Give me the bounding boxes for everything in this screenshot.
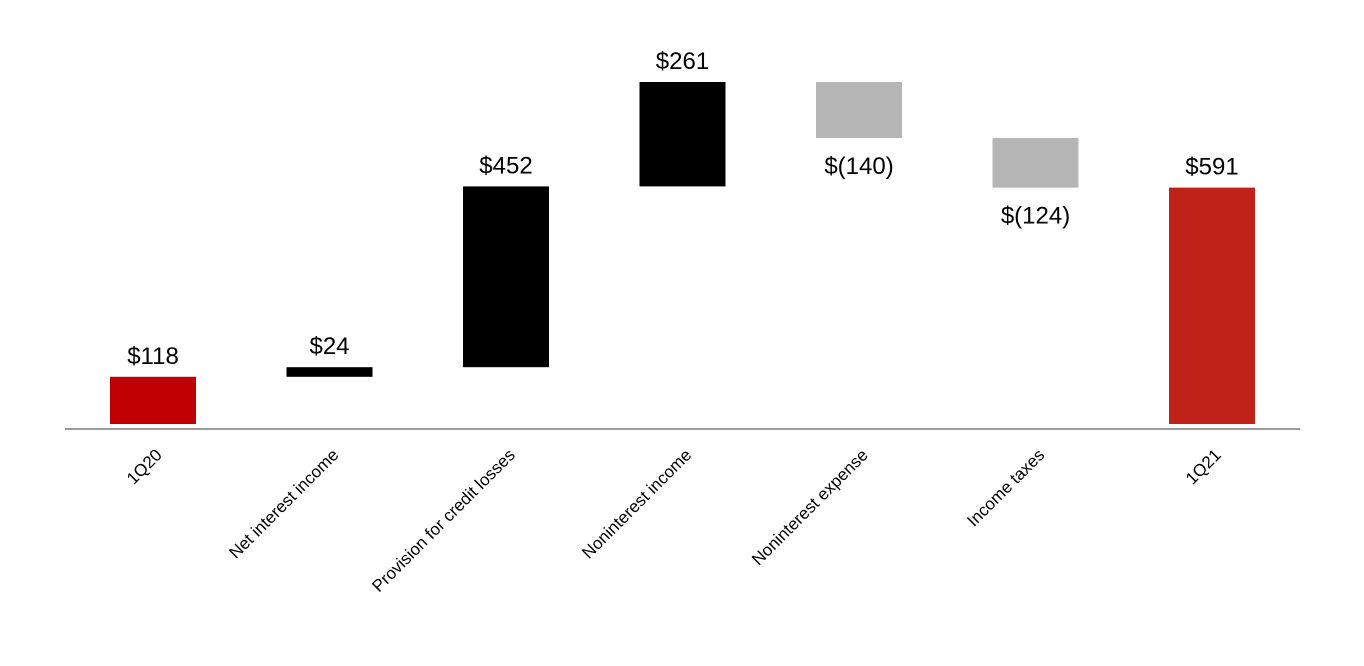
value-label-4: $(140) — [824, 153, 893, 180]
value-label-2: $452 — [479, 152, 532, 179]
bar-3 — [639, 82, 726, 187]
category-label-4: Noninterest expense — [748, 445, 872, 569]
category-label-5: Income taxes — [963, 445, 1048, 530]
category-label-3: Noninterest income — [578, 445, 695, 562]
value-label-6: $591 — [1185, 154, 1238, 181]
bar-2 — [463, 186, 549, 368]
bar-1 — [286, 367, 373, 377]
category-label-2: Provision for credit losses — [368, 445, 518, 595]
value-label-3: $261 — [656, 48, 709, 75]
bar-6 — [1169, 187, 1255, 424]
bar-5 — [992, 138, 1079, 188]
bar-4 — [816, 82, 902, 138]
value-label-5: $(124) — [1001, 203, 1070, 230]
category-label-6: 1Q21 — [1182, 445, 1225, 488]
category-label-0: 1Q20 — [123, 445, 166, 488]
value-label-0: $118 — [127, 343, 179, 370]
bar-0 — [110, 376, 196, 424]
category-label-1: Net interest income — [225, 445, 342, 562]
value-label-1: $24 — [309, 333, 349, 360]
